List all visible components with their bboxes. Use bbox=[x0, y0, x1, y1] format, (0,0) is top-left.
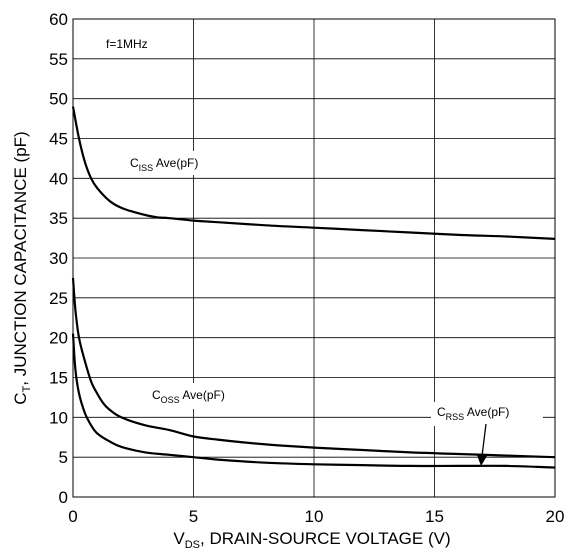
x-tick-label: 20 bbox=[546, 507, 565, 526]
y-tick-label: 30 bbox=[49, 249, 68, 268]
x-tick-label: 0 bbox=[68, 507, 77, 526]
x-axis-title-sub: DS bbox=[185, 539, 200, 551]
y-tick-label: 25 bbox=[49, 289, 68, 308]
ciss-label-rest: Ave(pF) bbox=[153, 156, 198, 170]
y-tick-label: 50 bbox=[49, 90, 68, 109]
series-lines bbox=[71, 106, 556, 469]
y-tick-label: 45 bbox=[49, 130, 68, 149]
crss-line bbox=[71, 333, 556, 469]
y-tick-label: 35 bbox=[49, 209, 68, 228]
freq-label-bg bbox=[100, 34, 168, 52]
crss-arrow-line bbox=[481, 423, 487, 457]
y-tick-label: 10 bbox=[49, 408, 68, 427]
x-axis-title: VDS, DRAIN-SOURCE VOLTAGE (V) bbox=[173, 529, 450, 551]
y-tick-label: 5 bbox=[59, 448, 68, 467]
ciss-label-sub: ISS bbox=[139, 163, 154, 173]
crss-label-bg bbox=[431, 402, 543, 426]
grid bbox=[73, 19, 555, 497]
x-axis-title-prefix: V bbox=[173, 529, 185, 548]
ciss-label-bg bbox=[124, 151, 226, 175]
y-axis-title-rest: , JUNCTION CAPACITANCE (pF) bbox=[11, 131, 30, 385]
ciss-line bbox=[71, 106, 556, 240]
coss-label-bg bbox=[146, 383, 258, 409]
ciss-label: CISS Ave(pF) bbox=[130, 156, 198, 173]
coss-label: COSS Ave(pF) bbox=[152, 388, 225, 405]
y-tick-label: 0 bbox=[59, 488, 68, 507]
y-axis-title-prefix: C bbox=[11, 392, 30, 404]
x-axis-title-rest: , DRAIN-SOURCE VOLTAGE (V) bbox=[200, 529, 451, 548]
x-tick-labels: 0 5 10 15 20 bbox=[68, 507, 564, 526]
x-tick-label: 10 bbox=[305, 507, 324, 526]
y-tick-label: 55 bbox=[49, 50, 68, 69]
x-tick-label: 15 bbox=[425, 507, 444, 526]
crss-label: CRSS Ave(pF) bbox=[437, 405, 509, 422]
coss-label-c: C bbox=[152, 388, 161, 402]
coss-label-sub: OSS bbox=[161, 395, 180, 405]
plot-frame bbox=[72, 18, 556, 498]
y-axis-title: CT, JUNCTION CAPACITANCE (pF) bbox=[11, 131, 33, 404]
crss-label-c: C bbox=[437, 405, 446, 419]
x-tick-label: 5 bbox=[189, 507, 198, 526]
freq-label: f=1MHz bbox=[106, 37, 148, 51]
coss-line bbox=[71, 277, 556, 459]
y-tick-label: 40 bbox=[49, 169, 68, 188]
crss-label-rest: Ave(pF) bbox=[464, 405, 509, 419]
crss-arrow-head bbox=[477, 455, 487, 466]
y-tick-label: 15 bbox=[49, 369, 68, 388]
crss-label-sub: RSS bbox=[446, 412, 465, 422]
coss-label-rest: Ave(pF) bbox=[180, 388, 225, 402]
y-tick-labels: 0 5 10 15 20 25 30 35 40 45 50 55 60 bbox=[49, 10, 68, 507]
y-axis-title-sub: T bbox=[21, 385, 33, 392]
y-tick-label: 20 bbox=[49, 329, 68, 348]
ciss-label-c: C bbox=[130, 156, 139, 170]
y-tick-label: 60 bbox=[49, 10, 68, 29]
